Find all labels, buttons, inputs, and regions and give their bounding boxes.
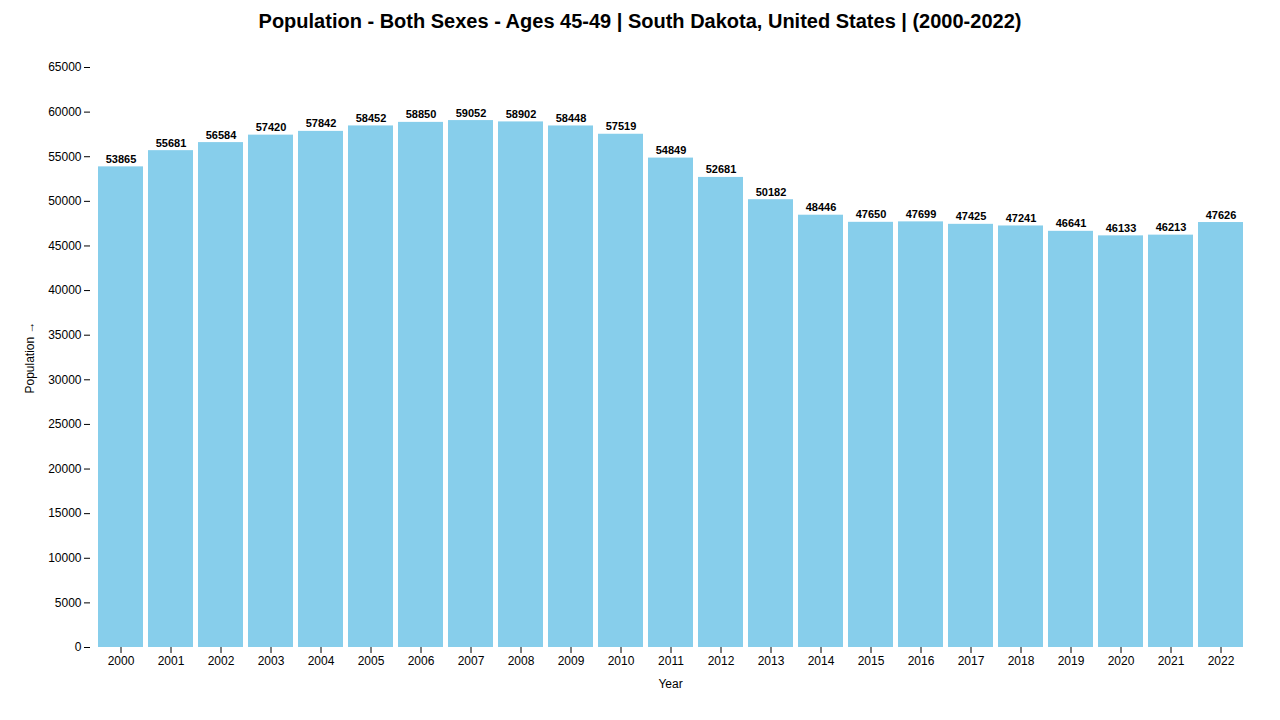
svg-text:2022: 2022 [1208, 654, 1235, 668]
svg-text:47425: 47425 [956, 210, 987, 222]
svg-text:47626: 47626 [1206, 209, 1237, 221]
svg-text:2015: 2015 [858, 654, 885, 668]
svg-text:46213: 46213 [1156, 221, 1187, 233]
svg-text:35000: 35000 [48, 328, 82, 342]
svg-text:2012: 2012 [708, 654, 735, 668]
svg-text:Population →: Population → [23, 321, 37, 393]
svg-text:45000: 45000 [48, 239, 82, 253]
svg-text:58452: 58452 [356, 112, 387, 124]
svg-text:47699: 47699 [906, 208, 937, 220]
svg-text:2002: 2002 [208, 654, 235, 668]
svg-text:52681: 52681 [706, 163, 737, 175]
svg-text:2018: 2018 [1008, 654, 1035, 668]
svg-text:2021: 2021 [1158, 654, 1185, 668]
svg-text:55000: 55000 [48, 150, 82, 164]
svg-text:2014: 2014 [808, 654, 835, 668]
svg-text:48446: 48446 [806, 201, 837, 213]
svg-text:46133: 46133 [1106, 222, 1137, 234]
svg-text:53865: 53865 [106, 153, 137, 165]
svg-text:58448: 58448 [556, 112, 587, 124]
svg-text:2016: 2016 [908, 654, 935, 668]
svg-text:2010: 2010 [608, 654, 635, 668]
svg-text:50182: 50182 [756, 186, 787, 198]
svg-text:2017: 2017 [958, 654, 985, 668]
svg-text:15000: 15000 [48, 506, 82, 520]
svg-text:25000: 25000 [48, 417, 82, 431]
svg-text:54849: 54849 [656, 144, 687, 156]
svg-text:2006: 2006 [408, 654, 435, 668]
svg-text:10000: 10000 [48, 551, 82, 565]
svg-text:5000: 5000 [55, 596, 82, 610]
svg-text:55681: 55681 [156, 137, 187, 149]
svg-text:2020: 2020 [1108, 654, 1135, 668]
svg-text:59052: 59052 [456, 107, 487, 119]
svg-text:2003: 2003 [258, 654, 285, 668]
svg-text:2008: 2008 [508, 654, 535, 668]
svg-text:57519: 57519 [606, 120, 637, 132]
svg-text:50000: 50000 [48, 194, 82, 208]
svg-text:65000: 65000 [48, 60, 82, 74]
html-text:Population - Both Sexes - Ages: Population - Both Sexes - Ages 45-49 | S… [258, 10, 1022, 32]
svg-text:2019: 2019 [1058, 654, 1085, 668]
svg-text:Year: Year [658, 677, 682, 691]
svg-text:20000: 20000 [48, 462, 82, 476]
svg-text:2013: 2013 [758, 654, 785, 668]
svg-text:2009: 2009 [558, 654, 585, 668]
svg-text:2004: 2004 [308, 654, 335, 668]
svg-text:47650: 47650 [856, 208, 887, 220]
svg-text:57420: 57420 [256, 121, 287, 133]
svg-text:2011: 2011 [658, 654, 684, 668]
svg-text:46641: 46641 [1056, 217, 1087, 229]
svg-text:56584: 56584 [206, 129, 237, 141]
svg-text:0: 0 [75, 640, 82, 654]
svg-text:2005: 2005 [358, 654, 385, 668]
svg-text:58902: 58902 [506, 108, 537, 120]
svg-text:58850: 58850 [406, 108, 437, 120]
svg-text:2000: 2000 [108, 654, 135, 668]
svg-text:57842: 57842 [306, 117, 337, 129]
svg-text:47241: 47241 [1006, 212, 1037, 224]
svg-text:40000: 40000 [48, 283, 82, 297]
svg-text:2007: 2007 [458, 654, 485, 668]
svg-text:60000: 60000 [48, 105, 82, 119]
svg-text:30000: 30000 [48, 373, 82, 387]
svg-text:2001: 2001 [158, 654, 185, 668]
